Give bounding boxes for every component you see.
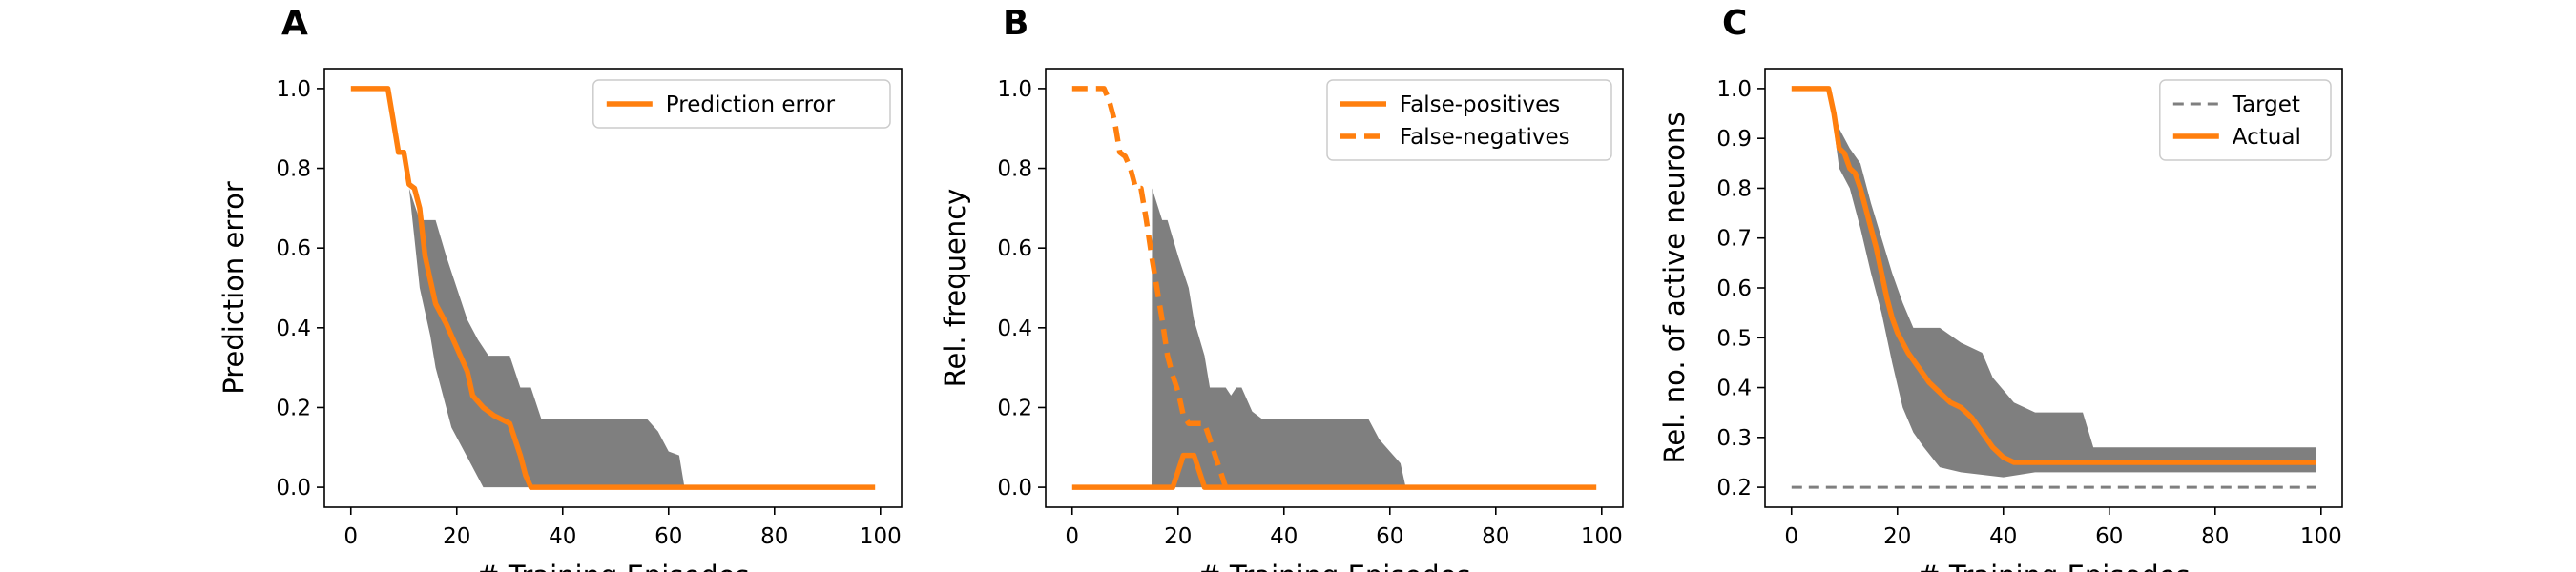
y-axis-label: Rel. no. of active neurons — [1658, 112, 1691, 464]
plot-area — [350, 86, 876, 490]
x-tick-label: 20 — [443, 524, 470, 549]
legend: Prediction error — [592, 79, 891, 129]
y-tick-label: 0.2 — [997, 396, 1032, 420]
legend-entry: Target — [2232, 92, 2300, 117]
y-tick-label: 0.8 — [997, 157, 1032, 182]
plot-frame — [1045, 68, 1624, 508]
x-tick-label: 100 — [1581, 524, 1623, 549]
x-tick-label: 40 — [549, 524, 576, 549]
plot-area — [1791, 86, 2316, 489]
y-tick-label: 1.0 — [1716, 77, 1752, 102]
y-tick-label: 0.6 — [1716, 276, 1752, 301]
legend-box — [592, 79, 891, 129]
series-line-false-positives — [1071, 452, 1597, 490]
plot-area — [1071, 86, 1597, 490]
legend: Target Actual — [2159, 79, 2332, 161]
series-line-prediction-error — [350, 86, 876, 490]
x-tick-label: 0 — [1784, 524, 1798, 549]
series-line-actual — [1791, 86, 2316, 465]
y-axis-label: Rel. frequency — [939, 189, 971, 388]
legend: False-positives False-negatives — [1326, 79, 1612, 161]
y-tick-label: 0.9 — [1716, 127, 1752, 152]
y-tick-label: 0.4 — [997, 317, 1032, 341]
panel-label: B — [1003, 4, 1028, 43]
x-tick-label: 60 — [1376, 524, 1403, 549]
legend-entry: False-negatives — [1400, 125, 1570, 150]
x-tick-label: 60 — [2095, 524, 2123, 549]
y-tick-label: 0.0 — [997, 476, 1032, 500]
y-tick-label: 0.8 — [1716, 176, 1752, 201]
legend-entry: False-positives — [1400, 92, 1560, 117]
x-axis-label: # Training Episodes — [476, 560, 749, 572]
x-tick-label: 100 — [860, 524, 902, 549]
x-tick-label: 80 — [2201, 524, 2229, 549]
variability-band — [350, 88, 876, 488]
y-tick-label: 0.8 — [276, 157, 311, 182]
x-tick-label: 0 — [1065, 524, 1079, 549]
legend-box — [1326, 79, 1612, 161]
x-tick-label: 20 — [1883, 524, 1911, 549]
x-tick-label: 40 — [1270, 524, 1298, 549]
x-tick-label: 100 — [2300, 524, 2342, 549]
x-tick-label: 80 — [1482, 524, 1509, 549]
y-tick-label: 0.4 — [276, 317, 311, 341]
legend-box — [2159, 79, 2332, 161]
y-tick-label: 0.6 — [997, 236, 1032, 261]
y-tick-label: 0.6 — [276, 236, 311, 261]
y-tick-label: 1.0 — [997, 77, 1032, 102]
x-tick-label: 40 — [1989, 524, 2017, 549]
y-tick-label: 0.2 — [1716, 476, 1752, 500]
y-tick-label: 0.5 — [1716, 326, 1752, 351]
y-tick-label: 0.4 — [1716, 377, 1752, 401]
panel-c: 0 20 40 60 80 100 0.2 0.3 0.4 0.5 0.6 0.7 0.8 0.9 1.0 #… — [1658, 4, 2343, 572]
x-tick-label: 60 — [654, 524, 682, 549]
variability-band — [1071, 188, 1597, 488]
y-tick-label: 0.2 — [276, 396, 311, 420]
legend-entry: Actual — [2233, 125, 2301, 150]
x-tick-label: 0 — [343, 524, 358, 549]
y-tick-label: 1.0 — [276, 77, 311, 102]
panel-label: A — [281, 4, 308, 43]
x-tick-label: 20 — [1164, 524, 1192, 549]
y-tick-label: 0.3 — [1716, 426, 1752, 451]
x-axis-label: # Training Episodes — [1917, 560, 2190, 572]
panel-label: C — [1722, 4, 1747, 43]
panel-b: 0 20 40 60 80 100 0.0 0.2 0.4 0.6 0.8 1.0 # Training… — [939, 4, 1624, 572]
variability-band — [1791, 88, 2316, 478]
y-tick-label: 0.7 — [1716, 227, 1752, 252]
legend-entry: Prediction error — [666, 92, 836, 117]
x-axis-label: # Training Episodes — [1197, 560, 1470, 572]
plot-frame — [323, 68, 903, 508]
y-axis-label: Prediction error — [218, 181, 250, 395]
panel-a: 0 20 40 60 80 100 0.0 0.2 0.4 0.6 0.8 1.0 # Training… — [218, 4, 903, 572]
x-tick-label: 80 — [760, 524, 788, 549]
y-tick-label: 0.0 — [276, 476, 311, 500]
